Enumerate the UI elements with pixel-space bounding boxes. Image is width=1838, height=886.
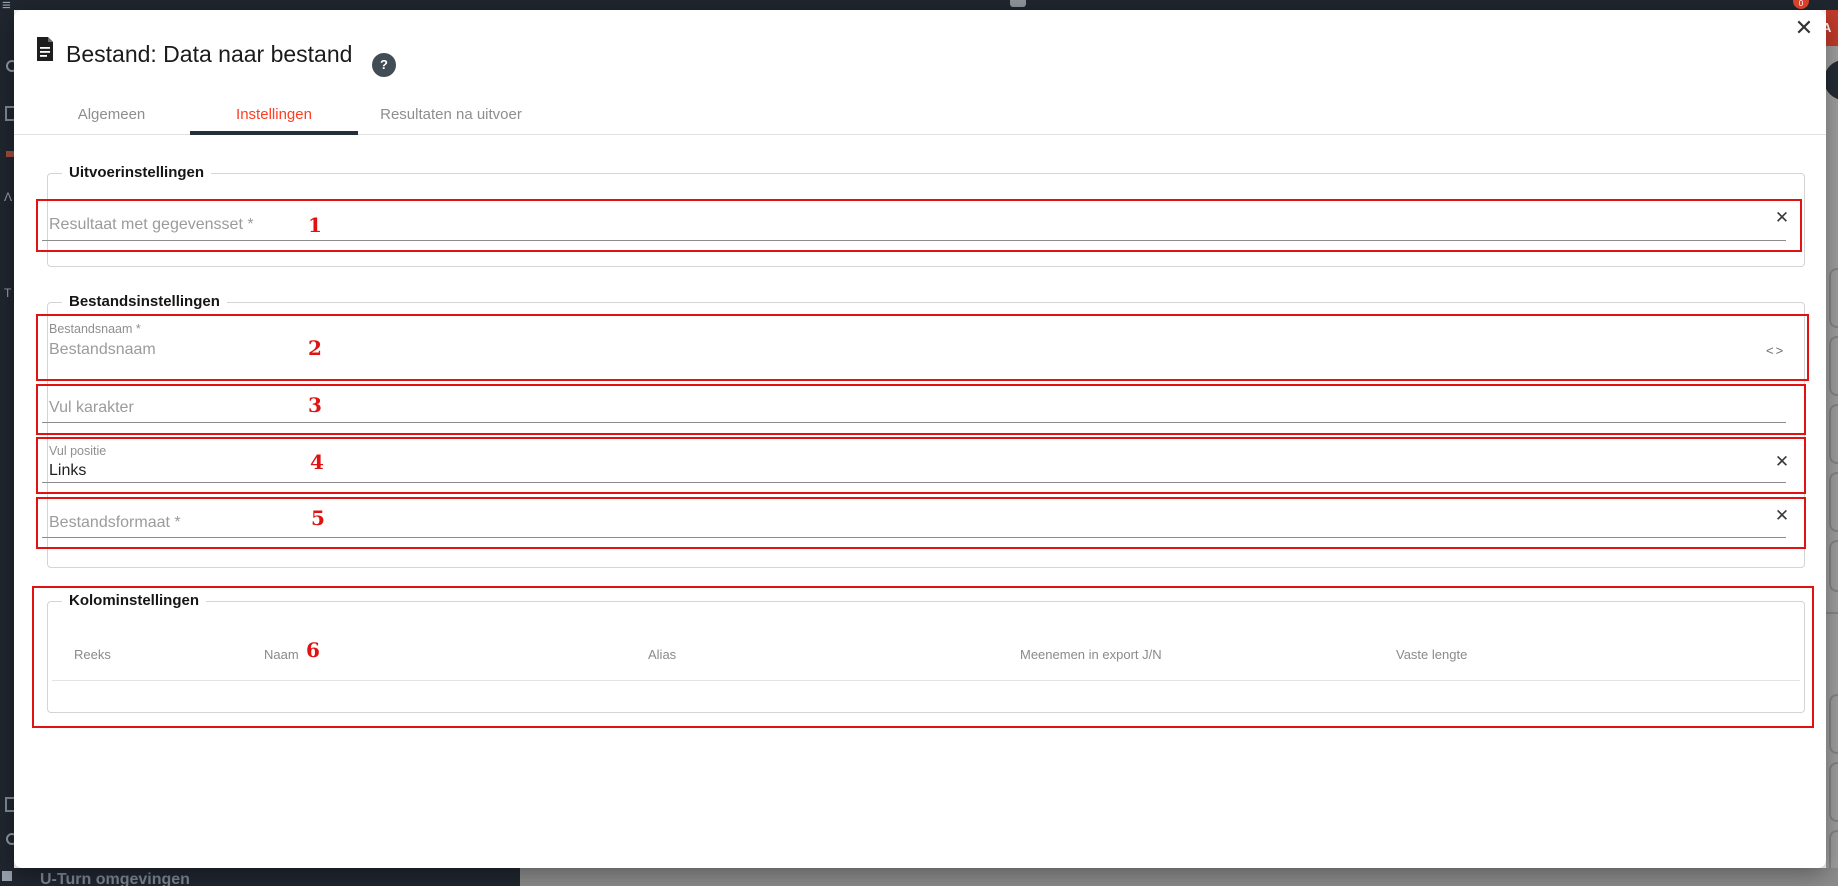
column-header-meenemen-in-export: Meenemen in export J/N [1020,647,1162,662]
fieldset-bestandsinstellingen: Bestandsinstellingen [47,293,1805,568]
input-underline [42,482,1786,483]
input-underline [42,422,1786,423]
input-vul-karakter[interactable] [42,388,1786,424]
clear-icon[interactable]: ✕ [1774,506,1790,525]
fieldset-legend: Uitvoerinstellingen [62,164,212,181]
fieldset-legend: Bestandsinstellingen [62,293,227,310]
input-label: Bestandsnaam * [49,322,141,336]
dialog: ✕ Bestand: Data naar bestand ? Algemeen … [14,10,1826,868]
input-bestandsnaam[interactable] [42,318,1786,370]
annotation-number-6: 6 [306,638,320,662]
background-button-fragment [1829,694,1838,754]
input-placeholder: Vul karakter [49,399,134,416]
sidebar-icon-fragment [5,797,14,812]
bottom-bar: U-Turn omgevingen [0,868,520,886]
left-sidebar-strip: ≡ Λ T [0,0,14,886]
background-panel-strip: A [1826,0,1838,886]
input-placeholder: Bestandsformaat * [49,514,181,531]
clear-icon[interactable]: ✕ [1774,208,1790,227]
select-value: Links [49,462,87,479]
input-label: Vul positie [49,444,107,458]
tab-instellingen[interactable]: Instellingen [236,106,312,123]
bottom-bar-label: U-Turn omgevingen [40,871,190,886]
fieldset-legend: Kolominstellingen [62,592,207,609]
annotation-number-1: 1 [308,213,322,237]
input-underline [42,537,1786,538]
sidebar-icon-fragment: Λ [4,190,13,204]
tab-bar-divider [14,134,1826,135]
annotation-number-4: 4 [310,450,324,474]
code-icon[interactable]: <> [1766,343,1786,358]
background-button-fragment [1829,762,1838,822]
top-notch [1010,0,1026,7]
column-header-reeks: Reeks [74,647,111,662]
annotation-number-2: 2 [308,336,322,360]
top-bar [0,0,1838,10]
fieldset-kolominstellingen: Kolominstellingen [47,592,1805,713]
column-header-alias: Alias [648,647,677,662]
background-button-fragment [1829,540,1838,592]
sidebar-icon-fragment [6,151,14,157]
input-placeholder: Bestandsnaam [49,341,156,358]
clear-icon[interactable]: ✕ [1774,452,1790,471]
notification-badge[interactable]: 0 [1793,0,1809,9]
avatar-badge[interactable]: A [1826,10,1838,46]
active-tab-indicator [190,131,358,135]
close-icon[interactable]: ✕ [1794,15,1814,40]
column-header-naam: Naam [264,647,299,662]
background-button-fragment [1829,336,1838,396]
input-underline [42,240,1786,241]
fieldset-uitvoerinstellingen: Uitvoerinstellingen [47,164,1805,267]
menu-icon[interactable]: ≡ [2,0,11,14]
table-row-divider [52,680,1800,681]
input-placeholder: Resultaat met gegevensset * [49,216,254,233]
background-button-fragment [1829,404,1838,464]
sidebar-icon-fragment [6,60,14,72]
tab-resultaten-na-uitvoer[interactable]: Resultaten na uitvoer [380,106,522,123]
document-icon [35,37,55,66]
bottom-bar-icon [2,871,12,881]
background-divider [1826,612,1838,614]
sidebar-icon-fragment: T [4,286,12,300]
background-fab-fragment [1826,60,1838,100]
annotation-number-5: 5 [311,506,325,530]
select-vul-positie[interactable] [42,440,1786,484]
background-button-fragment [1829,268,1838,328]
dialog-title: Bestand: Data naar bestand [66,41,353,67]
sidebar-icon-fragment [5,106,14,121]
tab-algemeen[interactable]: Algemeen [77,106,146,123]
column-header-vaste-lengte: Vaste lengte [1396,647,1468,662]
sidebar-icon-fragment [6,833,14,845]
select-bestandsformaat[interactable] [42,500,1786,540]
bottom-bar-dimmed [520,868,1838,886]
annotation-number-3: 3 [308,393,322,417]
help-icon[interactable]: ? [372,53,396,77]
background-button-fragment [1829,472,1838,532]
